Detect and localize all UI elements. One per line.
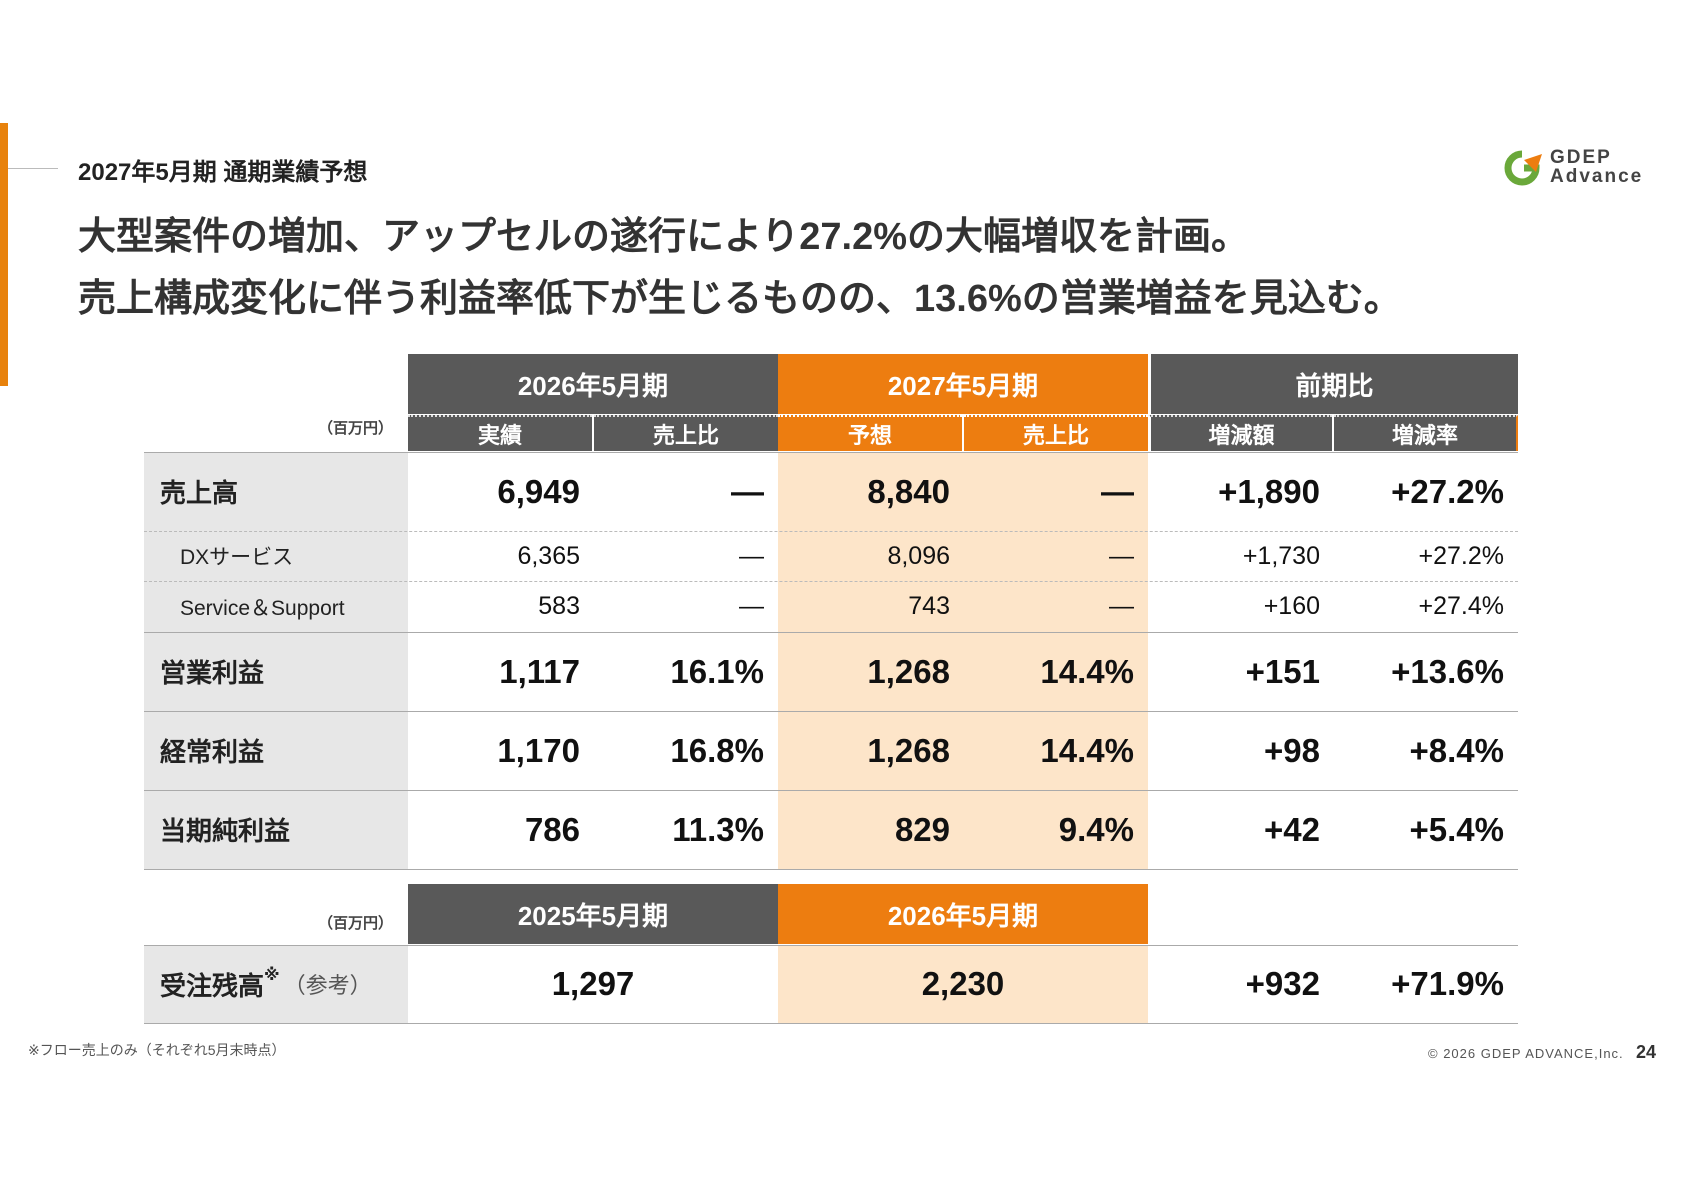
table-cell: 14.4% [1040, 731, 1134, 769]
table-cell: +1,730 [1242, 541, 1320, 570]
row-label-ordinary-profit: 経常利益 [160, 737, 265, 767]
table-cell: +27.2% [1418, 541, 1505, 570]
table-cell: 1,297 [551, 965, 635, 1002]
gdep-logo-icon [1504, 150, 1542, 186]
accent-bar [0, 123, 8, 386]
table-cell: +13.6% [1391, 652, 1504, 690]
table-cell: 2,230 [921, 965, 1005, 1002]
subheader-ratio-2026: 売上比 [594, 415, 778, 451]
headline-line-2: 売上構成変化に伴う利益率低下が生じるものの、13.6%の営業増益を見込む。 [78, 278, 1402, 320]
table-cell: +71.9% [1391, 965, 1504, 1002]
table-cell: — [1109, 541, 1134, 570]
table-cell: — [1109, 592, 1134, 620]
company-logo: GDEP Advance [1502, 148, 1662, 188]
table-cell: 16.8% [670, 731, 764, 769]
table-cell: +5.4% [1409, 810, 1505, 848]
forecast-highlight-column [778, 452, 1148, 870]
backlog-unit: （百万円） [318, 915, 394, 932]
table-cell: 1,117 [499, 652, 580, 690]
table-cell: 9.4% [1058, 810, 1134, 848]
backlog-header-fy2026: 2026年5月期 [778, 884, 1148, 944]
table-cell: 786 [524, 810, 580, 848]
copyright: © 2026 GDEP ADVANCE,Inc. [1428, 1046, 1624, 1061]
table-cell: +8.4% [1409, 731, 1505, 769]
table-cell: +98 [1264, 731, 1320, 769]
table-cell: +160 [1263, 592, 1320, 620]
table-cell: +1,890 [1218, 472, 1320, 510]
table-cell: +932 [1245, 965, 1320, 1002]
backlog-highlight-cell [778, 945, 1148, 1023]
footnote: ※フロー売上のみ（それぞれ5月末時点） [28, 1042, 286, 1058]
subheader-forecast: 予想 [778, 415, 962, 451]
page-number: 24 [1636, 1042, 1657, 1062]
subheader-actual: 実績 [408, 415, 592, 451]
subheader-change-amount: 増減額 [1148, 415, 1332, 451]
table-cell: 8,840 [867, 472, 950, 510]
row-label-operating-profit: 営業利益 [160, 658, 265, 688]
table-cell: 8,096 [887, 541, 950, 570]
row-label-net-income: 当期純利益 [160, 816, 291, 846]
table-cell: 583 [538, 592, 580, 620]
table-cell: — [739, 592, 764, 620]
backlog-label-cell [144, 945, 408, 1023]
row-label-column [144, 452, 408, 870]
backlog-header-fy2025: 2025年5月期 [408, 884, 778, 944]
table-cell: 11.3% [672, 810, 764, 848]
group-header-fy2026: 2026年5月期 [408, 354, 778, 414]
row-label-order-backlog: 受注残高 ※ （参考） [160, 967, 372, 1001]
section-title: 2027年5月期 通期業績予想 [78, 159, 368, 186]
table-cell: +42 [1264, 810, 1320, 848]
table-cell: 743 [908, 592, 950, 620]
table-cell: +27.4% [1418, 592, 1505, 620]
row-label-revenue: 売上高 [160, 478, 239, 508]
group-header-fy2027: 2027年5月期 [778, 354, 1148, 414]
row-label-dx-service: DXサービス [180, 546, 294, 569]
table-cell: 1,170 [497, 731, 580, 769]
table-cell: 6,949 [497, 472, 580, 510]
table-cell: 14.4% [1040, 652, 1134, 690]
headline: 大型案件の増加、アップセルの遂行により27.2%の大幅増収を計画。 売上構成変化… [78, 206, 1402, 330]
table-cell: 829 [894, 810, 950, 848]
table-cell: +27.2% [1391, 472, 1504, 510]
table-cell: — [1101, 472, 1134, 510]
table-cell: +151 [1245, 652, 1320, 690]
table-cell: — [739, 541, 764, 570]
table-cell: — [731, 472, 764, 510]
title-rule [8, 168, 58, 169]
table-cell: 1,268 [867, 652, 950, 690]
group-header-yoy: 前期比 [1148, 354, 1518, 414]
table-cell: 1,268 [867, 731, 950, 769]
table-unit: （百万円） [318, 420, 394, 437]
row-label-service-support: Service＆Support [180, 596, 345, 620]
logo-wordmark: GDEP Advance [1550, 147, 1644, 187]
table-cell: 16.1% [670, 652, 764, 690]
subheader-change-rate: 増減率 [1334, 415, 1518, 451]
subheader-ratio-2027: 売上比 [964, 415, 1148, 451]
headline-line-1: 大型案件の増加、アップセルの遂行により27.2%の大幅増収を計画。 [78, 216, 1249, 258]
table-cell: 6,365 [517, 541, 580, 570]
